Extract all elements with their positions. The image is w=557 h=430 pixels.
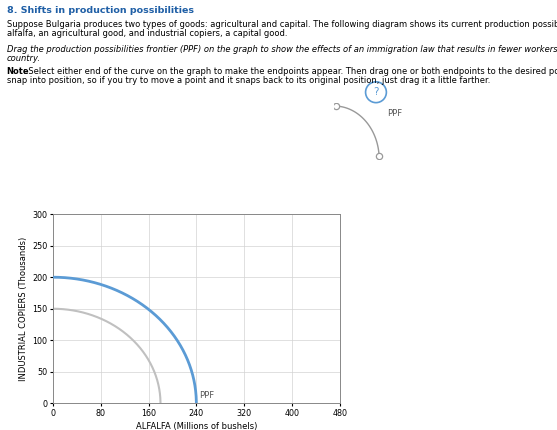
Y-axis label: INDUSTRIAL COPIERS (Thousands): INDUSTRIAL COPIERS (Thousands) bbox=[19, 237, 28, 381]
Text: alfalfa, an agricultural good, and industrial copiers, a capital good.: alfalfa, an agricultural good, and indus… bbox=[7, 29, 287, 38]
Text: PPF: PPF bbox=[387, 110, 402, 118]
Text: PPF: PPF bbox=[199, 390, 214, 399]
Text: Drag the production possibilities frontier (PPF) on the graph to show the effect: Drag the production possibilities fronti… bbox=[7, 45, 557, 54]
Text: snap into position, so if you try to move a point and it snaps back to its origi: snap into position, so if you try to mov… bbox=[7, 76, 490, 85]
Text: : Select either end of the curve on the graph to make the endpoints appear. Then: : Select either end of the curve on the … bbox=[23, 67, 557, 76]
X-axis label: ALFALFA (Millions of bushels): ALFALFA (Millions of bushels) bbox=[136, 422, 257, 430]
Text: ?: ? bbox=[373, 87, 379, 97]
Text: Note: Note bbox=[7, 67, 30, 76]
Text: country.: country. bbox=[7, 54, 41, 63]
Text: Suppose Bulgaria produces two types of goods: agricultural and capital. The foll: Suppose Bulgaria produces two types of g… bbox=[7, 20, 557, 29]
Text: 8. Shifts in production possibilities: 8. Shifts in production possibilities bbox=[7, 6, 194, 15]
